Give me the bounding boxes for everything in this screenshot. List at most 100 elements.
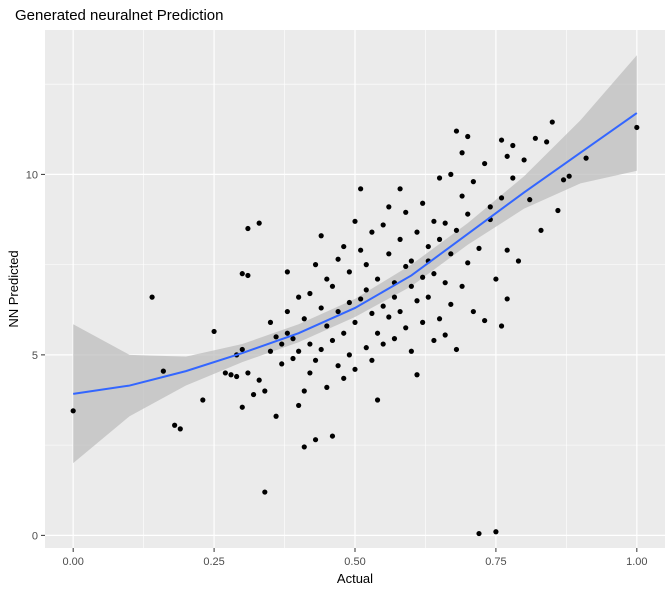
x-tick-label: 0.00 (62, 556, 83, 568)
data-point (504, 247, 510, 253)
data-point (425, 294, 431, 300)
data-point (346, 352, 352, 358)
data-point (358, 296, 364, 302)
data-point (172, 422, 178, 428)
data-point (498, 137, 505, 143)
data-point (279, 341, 285, 347)
data-point (527, 197, 533, 203)
data-point (459, 283, 465, 289)
data-point (420, 319, 426, 325)
data-point (352, 218, 358, 224)
data-point (374, 330, 381, 336)
data-point (341, 375, 347, 381)
data-points (70, 119, 640, 537)
data-point (352, 319, 358, 325)
data-point (465, 260, 471, 266)
data-point (414, 298, 420, 304)
data-point (374, 397, 381, 403)
data-point (369, 357, 375, 363)
data-point (284, 308, 290, 315)
data-point (436, 175, 443, 181)
x-tick-label: 0.75 (485, 556, 506, 568)
smooth-line (73, 112, 638, 395)
data-point (301, 444, 307, 450)
data-point (504, 296, 510, 302)
data-point (307, 341, 313, 347)
data-point (386, 204, 392, 210)
data-point (482, 160, 488, 167)
data-point (318, 346, 324, 353)
smooth-line-path (73, 112, 638, 395)
data-point (352, 366, 358, 372)
data-point (442, 220, 448, 226)
data-point (346, 269, 352, 275)
data-point (318, 305, 324, 311)
x-axis-title: Actual (337, 571, 373, 586)
data-point (284, 269, 290, 275)
y-axis-title: NN Predicted (6, 250, 21, 327)
data-point (363, 287, 369, 293)
data-point (470, 308, 476, 315)
data-point (329, 433, 336, 439)
data-point (267, 319, 274, 325)
data-point (465, 133, 471, 140)
data-point (436, 316, 443, 322)
data-point (470, 179, 476, 185)
data-point (284, 330, 290, 336)
data-point (374, 276, 381, 282)
data-point (234, 373, 240, 380)
data-point (335, 363, 341, 369)
data-point (222, 370, 228, 376)
data-point (369, 229, 375, 235)
data-point (425, 243, 431, 250)
data-point (318, 233, 324, 239)
data-point (442, 332, 448, 338)
data-point (532, 135, 538, 141)
y-tick-label: 5 (32, 350, 38, 362)
data-point (363, 345, 369, 351)
data-point (335, 308, 341, 315)
data-point (493, 276, 499, 282)
data-point (555, 207, 561, 214)
data-point (487, 204, 493, 210)
y-tick-label: 10 (26, 169, 38, 181)
data-point (256, 220, 262, 226)
data-point (341, 243, 347, 250)
data-point (296, 294, 302, 300)
data-point (583, 155, 589, 161)
data-point (380, 341, 386, 347)
data-point (273, 413, 279, 419)
data-point (245, 225, 251, 232)
data-point (538, 227, 544, 233)
data-point (256, 377, 262, 383)
data-point (335, 256, 341, 262)
data-point (250, 391, 257, 398)
data-point (397, 186, 403, 192)
data-point (453, 227, 460, 233)
data-point (510, 175, 516, 181)
data-point (273, 334, 279, 340)
data-point (363, 262, 369, 268)
data-point (391, 294, 398, 300)
data-point (290, 336, 296, 342)
data-point (245, 370, 251, 376)
data-point (239, 404, 245, 410)
data-point (290, 355, 296, 362)
data-point (515, 258, 522, 264)
data-point (301, 388, 307, 394)
data-point (459, 150, 465, 156)
data-point (549, 119, 555, 125)
data-point (267, 348, 274, 354)
data-point (380, 222, 386, 228)
data-point (436, 236, 443, 242)
data-point (200, 397, 206, 403)
data-point (448, 301, 454, 307)
data-point (228, 372, 234, 378)
chart-title: Generated neuralnet Prediction (15, 7, 224, 24)
data-point (476, 245, 482, 251)
data-point (510, 142, 516, 149)
data-point (177, 426, 183, 432)
data-point (307, 290, 313, 297)
data-point (498, 323, 505, 329)
